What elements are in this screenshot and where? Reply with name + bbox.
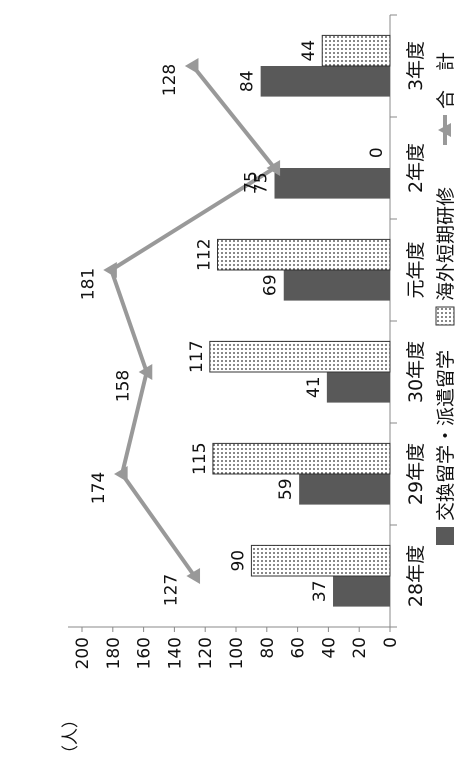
legend: 交換留学・派遣留学 海外短期研修 合 計 [435, 52, 457, 545]
total-marker [103, 262, 117, 278]
legend-swatch-short-term-training [435, 306, 455, 326]
value-tick-label: 120 [196, 637, 216, 669]
bar-exchange-study-label: 37 [310, 580, 330, 602]
value-tick-label: 180 [104, 637, 124, 669]
value-tick-label: 160 [135, 637, 155, 669]
total-line-layer [103, 58, 281, 584]
total-marker [138, 364, 153, 380]
value-tick-label: 60 [289, 637, 309, 659]
bar-exchange-study-label: 59 [276, 478, 296, 500]
total-line [109, 64, 277, 578]
bar-exchange-study [283, 270, 390, 301]
bar-short-term-training-label: 44 [299, 40, 319, 62]
bar-exchange-study-label: 75 [252, 172, 272, 194]
value-tick-label: 100 [227, 637, 247, 669]
total-label: 128 [160, 64, 180, 96]
total-label: 75 [242, 171, 262, 193]
bar-exchange-study-label: 69 [261, 274, 281, 296]
category-label: 2年度 [405, 143, 427, 193]
legend-label-short-term-training: 海外短期研修 [435, 187, 457, 301]
total-marker [114, 466, 128, 482]
bars [209, 34, 391, 607]
bar-exchange-study [260, 65, 391, 97]
bar-exchange-study [299, 474, 391, 505]
value-tick-label: 0 [381, 637, 401, 648]
data-labels: 37 90 59 115 41 117 69 112 75 0 84 44 127 174 158 181 75… [78, 40, 387, 606]
bar-exchange-study-label: 84 [238, 70, 258, 92]
bar-short-term-training [217, 238, 391, 271]
value-tick-label: 80 [258, 637, 278, 659]
chart-rotated-frame: 0 20 40 60 80 100 120 140 160 180 200 （人） 28年度 29年度 30… [61, 14, 457, 762]
value-tick-label: 200 [73, 637, 93, 669]
total-marker [184, 58, 199, 74]
bar-short-term-training-label: 112 [195, 238, 215, 270]
legend-swatch-exchange-study [436, 527, 454, 545]
bar-short-term-training [209, 340, 391, 373]
category-label: 3年度 [405, 41, 427, 91]
bar-short-term-training [250, 544, 391, 577]
bar-exchange-study [274, 167, 390, 199]
value-tick-label: 20 [350, 637, 370, 659]
category-label: 元年度 [405, 241, 427, 298]
bar-short-term-training-label: 90 [228, 550, 248, 572]
legend-swatch-total-marker [438, 123, 451, 137]
bar-short-term-training-label: 117 [187, 340, 207, 372]
total-label: 127 [161, 574, 181, 606]
bar-short-term-training-label: 0 [367, 147, 387, 158]
bar-short-term-training [321, 34, 391, 67]
value-tick-label: 40 [319, 637, 339, 659]
total-label: 174 [89, 472, 109, 504]
total-marker [266, 160, 281, 176]
bar-exchange-study-label: 41 [304, 376, 324, 398]
total-marker [186, 568, 201, 584]
legend-label-total: 合 計 [435, 52, 457, 109]
bar-exchange-study [326, 372, 390, 403]
value-tick-label: 140 [165, 637, 185, 669]
category-label: 29年度 [405, 443, 427, 505]
category-label: 30年度 [405, 341, 427, 403]
total-label: 158 [114, 370, 134, 402]
bar-short-term-training [212, 442, 391, 475]
bar-exchange-study [333, 576, 390, 607]
unit-label: （人） [61, 711, 81, 762]
category-label: 28年度 [405, 545, 427, 607]
bar-short-term-training-label: 115 [190, 442, 210, 474]
total-label: 181 [78, 268, 98, 300]
axes: 0 20 40 60 80 100 120 140 160 180 200 （人） 28年度 29年度 30… [61, 14, 427, 762]
legend-label-exchange-study: 交換留学・派遣留学 [435, 350, 457, 521]
